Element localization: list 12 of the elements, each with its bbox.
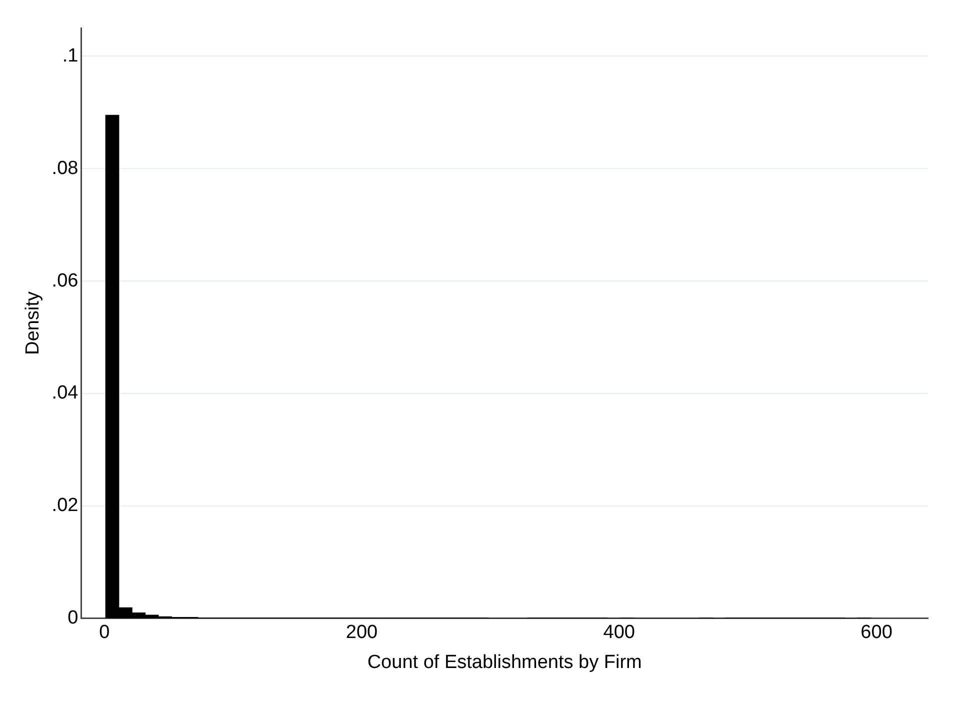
- y-tick-label: .02: [52, 495, 78, 516]
- y-tick-label: .08: [52, 158, 78, 179]
- y-tick-label: .06: [52, 270, 78, 292]
- x-axis-title: Count of Establishments by Firm: [367, 652, 642, 673]
- x-tick-label: 0: [99, 622, 110, 644]
- y-axis-title: Density: [22, 291, 44, 355]
- y-tick-label: .04: [52, 382, 79, 404]
- x-tick-label: 400: [603, 622, 635, 644]
- x-tick-label: 200: [346, 622, 378, 644]
- x-tick-label: 600: [860, 622, 892, 644]
- y-tick-label: 0: [68, 608, 78, 629]
- y-tick-label: .1: [62, 45, 78, 66]
